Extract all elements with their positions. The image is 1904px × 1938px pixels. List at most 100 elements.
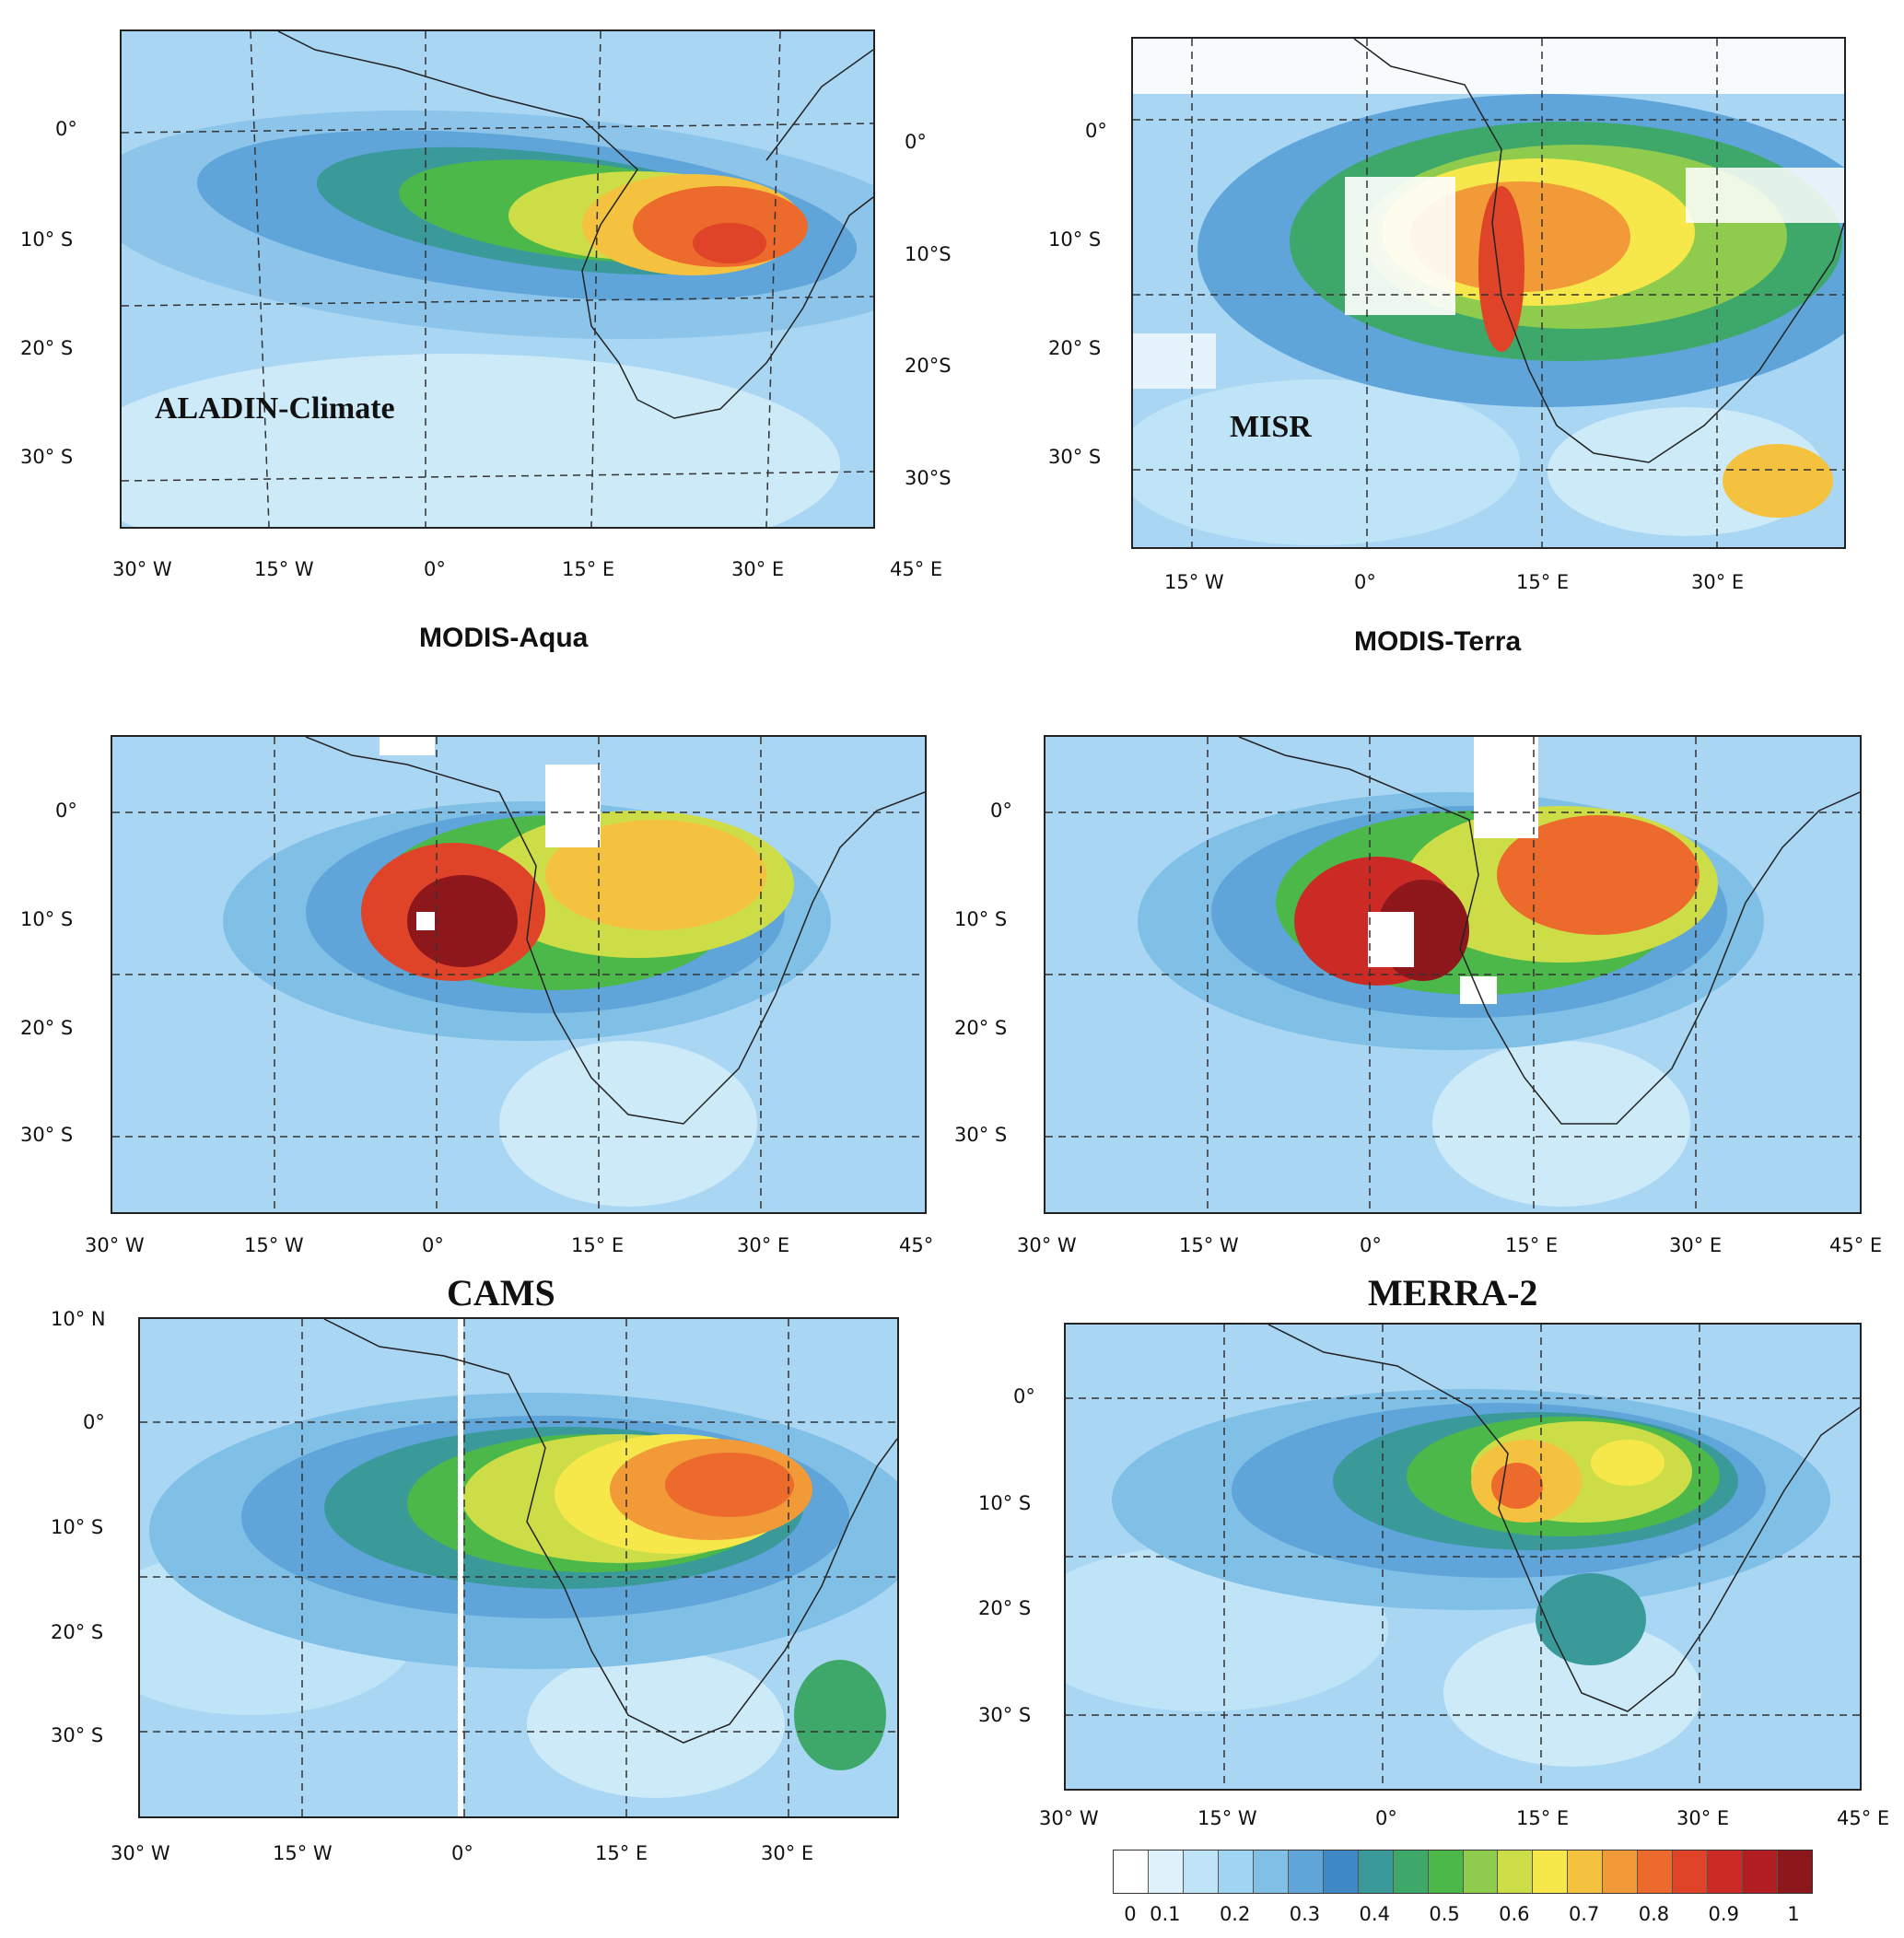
y-label-right: 10°S: [905, 243, 952, 265]
colorbar-swatch: [1498, 1850, 1534, 1893]
colorbar-tick-label: 0.9: [1708, 1903, 1739, 1925]
colorbar-tick-label: 0.7: [1568, 1903, 1600, 1925]
y-label: 30° S: [20, 446, 74, 468]
x-label: 30° W: [111, 1842, 170, 1864]
x-label: 30° E: [1669, 1234, 1723, 1256]
inmap-label: ALADIN-Climate: [155, 391, 395, 426]
x-label: 45° E: [890, 558, 943, 580]
colorbar-tick-label: 0.4: [1359, 1903, 1390, 1925]
x-label: 30° W: [1039, 1807, 1099, 1829]
colorbar-tick-label: 1: [1787, 1903, 1800, 1925]
colorbar-swatch: [1288, 1850, 1324, 1893]
x-label: 0°: [1360, 1234, 1382, 1256]
x-label: 0°: [422, 1234, 444, 1256]
x-label: 15° E: [1516, 571, 1570, 593]
colorbar-swatch: [1393, 1850, 1429, 1893]
y-label: 30° S: [978, 1704, 1032, 1726]
map-modis-aqua: [111, 735, 927, 1214]
x-label: 15° W: [1197, 1807, 1257, 1829]
colorbar-tick-label: 0: [1124, 1903, 1137, 1925]
colorbar-swatch: [1428, 1850, 1464, 1893]
colorbar-swatch: [1323, 1850, 1359, 1893]
colorbar-swatch: [1568, 1850, 1604, 1893]
y-label: 0°: [990, 800, 1012, 822]
x-label: 0°: [451, 1842, 473, 1864]
y-label: 0°: [83, 1411, 105, 1433]
x-label: 30° E: [731, 558, 785, 580]
inmap-label: MISR: [1230, 410, 1312, 444]
x-label: 15° E: [562, 558, 615, 580]
colorbar-swatch: [1218, 1850, 1254, 1893]
panel-title: MODIS-Aqua: [419, 623, 589, 653]
x-label: 30° E: [1691, 571, 1745, 593]
colorbar: [1113, 1850, 1813, 1894]
colorbar-swatch: [1463, 1850, 1499, 1893]
y-label: 20° S: [51, 1621, 104, 1643]
colorbar-tick-label: 0.6: [1499, 1903, 1530, 1925]
x-label: 15° W: [244, 1234, 304, 1256]
x-label: 15° W: [1179, 1234, 1239, 1256]
y-label: 0°: [1085, 120, 1107, 142]
y-label: 10° S: [20, 228, 74, 251]
y-label: 10° S: [978, 1492, 1032, 1514]
colorbar-swatch: [1743, 1850, 1779, 1893]
colorbar-tick-label: 0.8: [1638, 1903, 1670, 1925]
y-label: 10° S: [20, 908, 74, 930]
y-label: 0°: [55, 800, 77, 822]
x-label: 0°: [1354, 571, 1376, 593]
y-label: 20° S: [1048, 337, 1102, 359]
colorbar-swatch: [1148, 1850, 1184, 1893]
colorbar-swatch: [1673, 1850, 1709, 1893]
colorbar-swatch: [1638, 1850, 1674, 1893]
y-label: 10° S: [1048, 228, 1102, 251]
y-label: 10° S: [954, 908, 1008, 930]
colorbar-swatch: [1183, 1850, 1219, 1893]
y-label: 20° S: [20, 337, 74, 359]
y-label-right: 30°S: [905, 467, 952, 489]
y-label: 10° N: [51, 1308, 106, 1330]
panel-title: MERRA-2: [1368, 1272, 1538, 1313]
x-label: 30° W: [1017, 1234, 1077, 1256]
x-label: 15° E: [1516, 1807, 1570, 1829]
x-label: 45° E: [1837, 1807, 1890, 1829]
y-label: 0°: [55, 118, 77, 140]
colorbar-tick-label: 0.5: [1429, 1903, 1460, 1925]
x-label: 15° W: [273, 1842, 333, 1864]
map-misr: [1131, 37, 1846, 549]
panel-title: MODIS-Terra: [1354, 626, 1522, 657]
y-label: 20° S: [978, 1597, 1032, 1619]
x-label: 30° W: [85, 1234, 145, 1256]
y-label: 30° S: [51, 1724, 104, 1746]
y-label: 30° S: [20, 1124, 74, 1146]
colorbar-tick-label: 0.3: [1289, 1903, 1321, 1925]
x-label: 30° E: [1676, 1807, 1730, 1829]
colorbar-tick-label: 0.2: [1219, 1903, 1251, 1925]
colorbar-swatch: [1253, 1850, 1289, 1893]
colorbar-swatch: [1358, 1850, 1394, 1893]
y-label: 30° S: [954, 1124, 1008, 1146]
map-aladin-climate: [120, 29, 875, 529]
colorbar-swatch: [1114, 1850, 1149, 1893]
y-label: 10° S: [51, 1516, 104, 1538]
x-label: 15° W: [1164, 571, 1224, 593]
x-label: 45°: [899, 1234, 934, 1256]
x-label: 15° E: [1505, 1234, 1559, 1256]
x-label: 15° E: [571, 1234, 625, 1256]
map-modis-terra: [1044, 735, 1862, 1214]
x-label: 30° W: [112, 558, 172, 580]
x-label: 30° E: [737, 1234, 790, 1256]
colorbar-swatch: [1778, 1850, 1813, 1893]
x-label: 0°: [1375, 1807, 1397, 1829]
y-label: 20° S: [954, 1017, 1008, 1039]
x-label: 15° W: [254, 558, 314, 580]
x-label: 15° E: [595, 1842, 648, 1864]
colorbar-swatch: [1603, 1850, 1639, 1893]
map-cams: [138, 1317, 899, 1818]
colorbar-tick-label: 0.1: [1150, 1903, 1181, 1925]
colorbar-swatch: [1533, 1850, 1569, 1893]
map-merra2: [1064, 1323, 1862, 1791]
panel-title: CAMS: [447, 1272, 555, 1313]
y-label-right: 20°S: [905, 355, 952, 377]
y-label-right: 0°: [905, 131, 927, 153]
colorbar-swatch: [1708, 1850, 1744, 1893]
